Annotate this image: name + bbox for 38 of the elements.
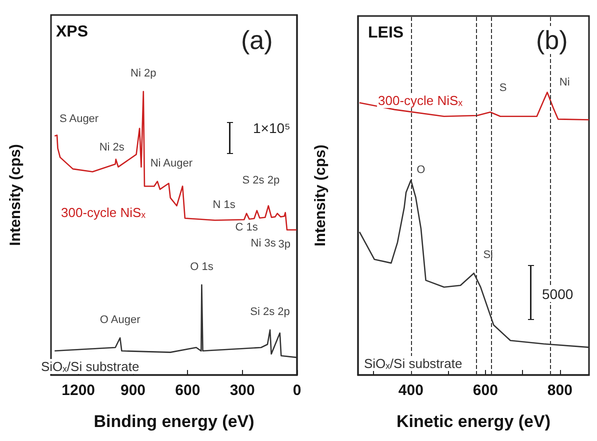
text: (a) (241, 25, 273, 55)
annotation: Si 2s 2p (250, 306, 290, 318)
x-tick-label: 300 (230, 382, 255, 399)
annotation: N 1s (212, 199, 236, 212)
x-axis-title: Binding energy (eV) (94, 412, 254, 431)
series-label: SiOₓ/Si substrate (41, 359, 140, 374)
annotation: 5000 (542, 286, 574, 302)
x-tick-label: 600 (175, 382, 200, 399)
x-tick-label: 400 (398, 382, 424, 399)
series-label: 300-cycle NiSₓ (61, 205, 146, 220)
annotation: O Auger (100, 314, 141, 326)
annotation: Si (483, 249, 493, 262)
annotation: Ni (559, 76, 570, 88)
annotation: Ni 3s (250, 237, 276, 250)
x-tick-label: 1200 (62, 382, 96, 399)
x-axis-title: Kinetic energy (eV) (396, 412, 550, 431)
series-label: 300-cycle NiSₓ (378, 93, 464, 108)
text: (b) (536, 25, 568, 55)
annotation: S Auger (59, 113, 99, 126)
y-axis-title: Intensity (cps) (7, 144, 24, 246)
x-tick-label: 0 (292, 382, 302, 399)
text: SiOₓ/Si substrate (364, 356, 462, 371)
x-tick-label: 800 (547, 382, 572, 399)
annotation: S 2s 2p (242, 174, 280, 187)
y-axis-title: Intensity (cps) (312, 144, 329, 246)
annotation: 3p (278, 238, 290, 251)
chart-title: XPS (56, 24, 88, 40)
annotation: 1×10⁵ (253, 120, 290, 136)
annotation: O (416, 164, 426, 176)
x-tick-label: 600 (472, 382, 498, 399)
annotation: S (499, 82, 507, 94)
annotation: C 1s (235, 221, 258, 234)
annotation: Ni Auger (150, 157, 193, 170)
annotation: O 1s (190, 260, 214, 273)
x-tick-label: 900 (120, 382, 146, 399)
chart-title: LEIS (368, 24, 404, 42)
annotation: Ni 2p (130, 68, 156, 80)
annotation: Ni 2s (99, 141, 125, 154)
